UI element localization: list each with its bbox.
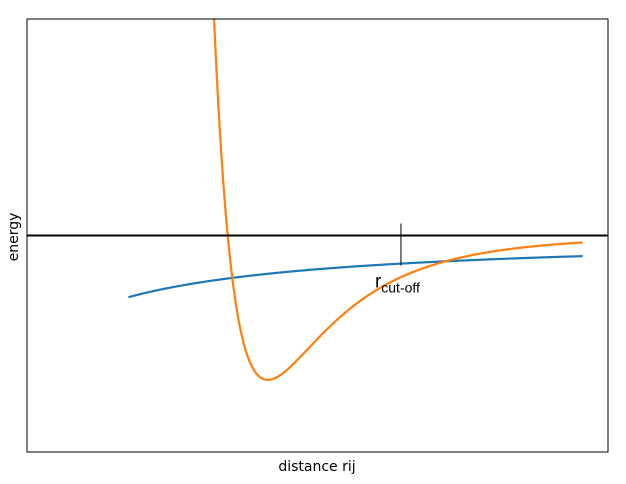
plot-frame bbox=[26, 18, 609, 453]
y-axis-label: energy bbox=[6, 213, 22, 262]
series-line-orange bbox=[212, 19, 583, 381]
x-axis-label: distance rij bbox=[278, 459, 355, 475]
series-line-blue bbox=[128, 255, 583, 299]
cutoff-label: rcut-off bbox=[375, 272, 420, 296]
